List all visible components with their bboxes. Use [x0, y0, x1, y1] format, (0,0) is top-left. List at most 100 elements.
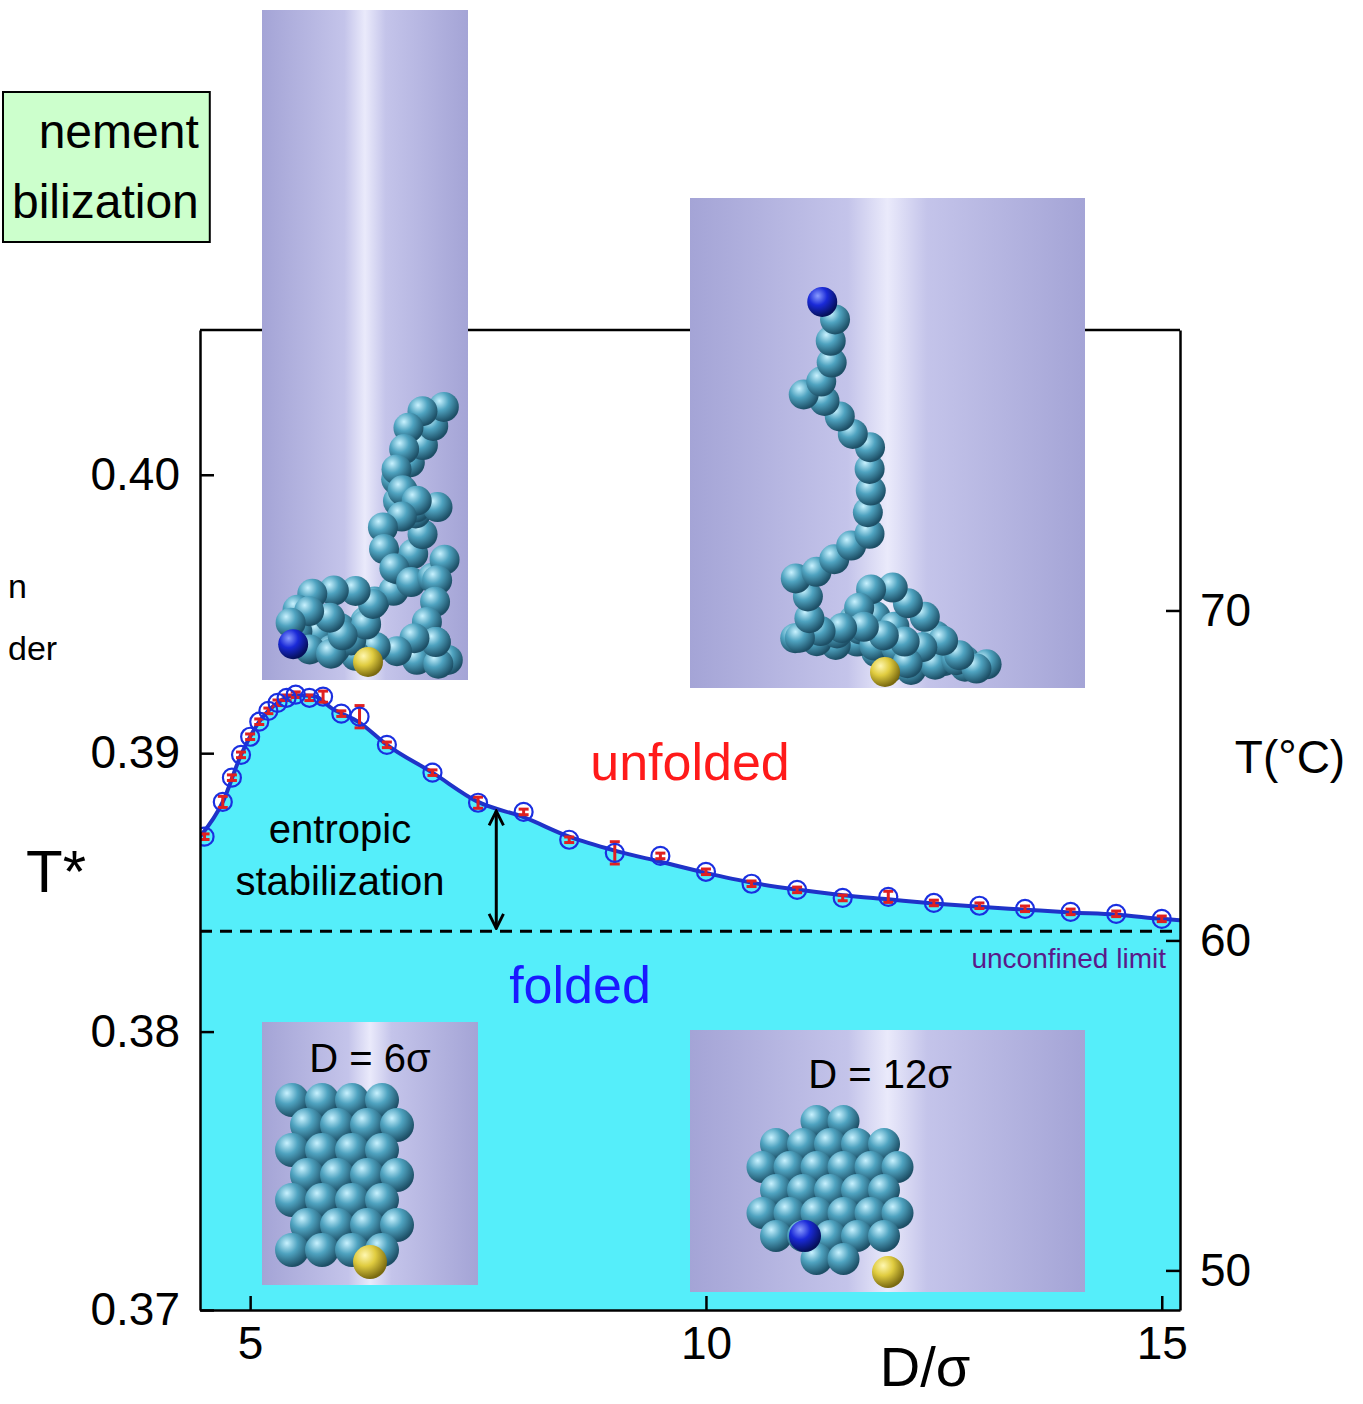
inset-panel	[690, 198, 1085, 688]
error-cap	[1157, 920, 1167, 923]
point	[332, 705, 350, 723]
error-cap	[838, 899, 848, 902]
y-tick-mark	[200, 1031, 214, 1034]
x-tick-mark	[705, 1296, 708, 1310]
error-cap	[318, 690, 328, 693]
error-cap	[564, 835, 574, 838]
error-cap	[1066, 913, 1076, 916]
error-cap	[336, 709, 346, 712]
inset-beads	[780, 287, 1001, 687]
inset-label: D = 6σ	[309, 1036, 431, 1080]
error-bar	[304, 695, 314, 701]
error-bar	[254, 719, 264, 725]
fit-line	[200, 695, 1180, 920]
y-tick-mark	[200, 474, 214, 477]
error-bar	[218, 796, 228, 807]
error-bar	[838, 895, 848, 901]
region-label: folded	[509, 956, 651, 1014]
point	[1016, 900, 1034, 918]
error-cap	[701, 873, 711, 876]
inset-panel	[262, 1022, 478, 1285]
plot-data	[200, 686, 1180, 1310]
chart: 0.370.380.390.4051015506070T*D/σT(°C)unf…	[0, 0, 1363, 1404]
y-tick: 0.39	[90, 726, 214, 778]
region-label: unfolded	[590, 733, 790, 791]
error-cap	[974, 901, 984, 904]
x-tick: 5	[238, 1296, 264, 1369]
error-cap	[974, 907, 984, 910]
error-cap	[236, 751, 246, 754]
error-cap	[245, 738, 255, 741]
side-text: n	[8, 567, 27, 605]
x-tick: 10	[681, 1296, 732, 1369]
y2-tick-label: 60	[1200, 914, 1251, 966]
error-cap	[1157, 915, 1167, 918]
point	[970, 897, 988, 915]
point	[351, 708, 369, 726]
bead	[353, 647, 383, 677]
reference-label: unconfined limit	[971, 943, 1166, 974]
y2-tick-mark	[1166, 610, 1180, 613]
inset-beads	[747, 1105, 914, 1288]
x-axis-line	[201, 1309, 1181, 1312]
error-cap	[336, 715, 346, 718]
error-cap	[701, 868, 711, 871]
bead	[868, 1220, 900, 1252]
point	[423, 764, 441, 782]
note-box-text: bilization	[12, 175, 199, 228]
y2-tick-label: 50	[1200, 1244, 1251, 1296]
bead	[275, 1233, 309, 1267]
inset-beads	[275, 1083, 414, 1279]
error-bar	[974, 903, 984, 909]
error-cap	[838, 894, 848, 897]
y2-tick: 60	[1166, 914, 1251, 966]
error-cap	[519, 808, 529, 811]
point	[743, 875, 761, 893]
error-cap	[883, 901, 893, 904]
y-tick: 0.37	[90, 1283, 214, 1335]
error-bar	[701, 869, 711, 875]
annotation-line: entropic	[269, 807, 411, 851]
inset	[690, 198, 1085, 688]
y2-tick: 70	[1166, 584, 1251, 636]
error-cap	[227, 773, 237, 776]
y-tick-mark	[200, 752, 214, 755]
y2-tick: 50	[1166, 1244, 1251, 1296]
error-cap	[218, 795, 228, 798]
error-bar	[245, 734, 255, 740]
error-bar	[1020, 906, 1030, 912]
point	[925, 894, 943, 912]
folded-area	[200, 695, 1180, 1310]
error-stem	[887, 891, 890, 902]
x-tick-label: 5	[238, 1317, 264, 1369]
error-cap	[254, 723, 264, 726]
bead	[278, 629, 308, 659]
error-cap	[1066, 908, 1076, 911]
error-bar	[1111, 911, 1121, 917]
error-bar	[519, 809, 529, 815]
error-bar	[1157, 916, 1167, 922]
x-tick-label: 15	[1137, 1317, 1188, 1369]
error-cap	[929, 904, 939, 907]
error-cap	[655, 852, 665, 855]
point	[469, 794, 487, 812]
error-cap	[1020, 910, 1030, 913]
point	[788, 881, 806, 899]
error-stem	[358, 706, 361, 728]
error-bar	[1066, 909, 1076, 915]
side-text: der	[8, 629, 57, 667]
bead	[353, 1245, 387, 1279]
annotation: entropicstabilization	[235, 807, 444, 903]
y-tick: 0.38	[90, 1005, 214, 1057]
y-axis-line	[199, 331, 202, 1311]
point	[314, 688, 332, 706]
y-axis-title: T*	[26, 838, 86, 905]
bead	[828, 1243, 860, 1275]
x-axis-title: D/σ	[880, 1335, 971, 1398]
error-cap	[304, 693, 314, 696]
y2-axis: 50 60 70	[1166, 331, 1251, 1311]
x-tick-mark	[249, 1296, 252, 1310]
point	[1153, 910, 1171, 928]
error-cap	[564, 841, 574, 844]
error-cap	[747, 879, 757, 882]
